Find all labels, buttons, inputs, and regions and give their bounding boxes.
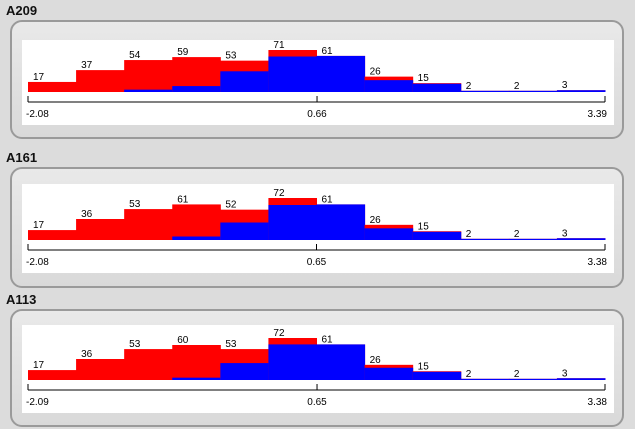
histogram-bar-a: [124, 60, 173, 92]
histogram-bar-a: [28, 230, 77, 240]
bar-count-label: 54: [129, 50, 141, 61]
histogram-bar-a: [124, 349, 173, 380]
histogram-bar-b: [412, 231, 462, 240]
histogram-bar-a: [76, 359, 125, 380]
histogram-bar-a: [172, 204, 221, 240]
bar-count-label: 26: [370, 215, 382, 226]
bar-count-label: 53: [225, 51, 237, 62]
x-tick-label: 3.38: [588, 397, 608, 408]
histogram-bar-b: [508, 90, 558, 92]
histogram-bar-b: [172, 86, 221, 92]
plot-area: 17 37 54 59 53 71 61 26 15 2 2 3 -2.08 0.66 3.39: [22, 40, 614, 125]
bar-count-label: 2: [514, 81, 520, 92]
histogram-bar-a: [28, 81, 77, 92]
panel-frame: 17 37 54 59 53 71 61 26 15 2 2 3 -2.08 0.66 3.39: [10, 20, 624, 139]
histogram-bar-b: [220, 363, 269, 380]
histogram-svg: 17 37 54 59 53 71 61 26 15 2 2 3 -2.08 0.66 3.39: [26, 40, 608, 120]
histogram-panel-2: A161 17 36 53 61 52 72 61 26 15 2 2 3 -2.08 0.65 3.38: [0, 150, 635, 290]
histogram-bar-b: [412, 83, 462, 92]
bar-count-label: 17: [33, 72, 45, 83]
histogram-bar-b: [172, 236, 221, 240]
histogram-bar-b: [268, 344, 317, 380]
histogram-bar-b: [412, 371, 462, 380]
bar-count-label: 37: [81, 60, 93, 71]
histogram-bar-b: [460, 378, 510, 380]
bar-count-label: 72: [273, 188, 285, 199]
histogram-bar-b: [316, 204, 366, 240]
histogram-bar-a: [76, 70, 125, 92]
histogram-bar-b: [220, 71, 269, 92]
bar-count-label: 26: [370, 67, 382, 78]
histogram-bar-a: [124, 209, 173, 240]
x-tick-label: 3.39: [588, 109, 608, 120]
plot-area: 17 36 53 61 52 72 61 26 15 2 2 3 -2.08 0.65 3.38: [22, 184, 614, 273]
x-tick-label: 0.65: [307, 257, 327, 268]
bar-count-label: 60: [177, 335, 189, 346]
panel-title: A113: [6, 292, 37, 307]
histogram-bar-b: [556, 378, 606, 380]
histogram-bar-b: [316, 55, 366, 92]
bar-count-label: 15: [418, 73, 430, 84]
bar-count-label: 53: [129, 199, 141, 210]
histogram-svg: 17 36 53 60 53 72 61 26 15 2 2 3 -2.09 0.65 3.38: [26, 328, 608, 408]
bar-count-label: 36: [81, 209, 93, 220]
bar-count-label: 17: [33, 360, 45, 371]
histogram-bar-b: [268, 56, 317, 92]
panel-frame: 17 36 53 61 52 72 61 26 15 2 2 3 -2.08 0.65 3.38: [10, 167, 624, 288]
histogram-bar-b: [364, 80, 414, 92]
histogram-panel-1: A209 17 37 54 59 53 71 61 26 15 2 2 3 -2.08 0.66 3.39: [0, 3, 635, 143]
histogram-svg: 17 36 53 61 52 72 61 26 15 2 2 3 -2.08 0.65 3.38: [26, 188, 608, 268]
bar-count-label: 3: [562, 228, 568, 239]
histogram-bar-a: [76, 219, 125, 240]
bar-count-label: 53: [129, 339, 141, 350]
x-tick-label: -2.08: [26, 257, 49, 268]
bar-count-label: 17: [33, 220, 45, 231]
histogram-bar-b: [460, 238, 510, 240]
histogram-bar-b: [172, 377, 221, 380]
histogram-bar-b: [364, 228, 414, 240]
bar-count-label: 15: [418, 361, 430, 372]
histogram-bar-b: [460, 90, 510, 92]
panel-title: A209: [6, 3, 38, 18]
bar-count-label: 2: [514, 229, 520, 240]
bar-count-label: 61: [322, 194, 334, 205]
bar-count-label: 2: [466, 369, 472, 380]
bar-count-label: 36: [81, 349, 93, 360]
bar-count-label: 2: [466, 81, 472, 92]
bar-count-label: 61: [177, 194, 189, 205]
bar-count-label: 2: [466, 229, 472, 240]
histogram-bar-b: [220, 222, 269, 240]
bar-count-label: 72: [273, 328, 285, 339]
bar-count-label: 61: [322, 46, 334, 57]
bar-count-label: 3: [562, 80, 568, 91]
histogram-bar-b: [316, 344, 366, 380]
x-tick-label: 3.38: [588, 257, 608, 268]
histogram-bar-b: [556, 90, 606, 92]
histogram-bar-a: [172, 345, 221, 380]
bar-count-label: 53: [225, 339, 237, 350]
bar-count-label: 59: [177, 47, 189, 58]
bar-count-label: 26: [370, 355, 382, 366]
panel-title: A161: [6, 150, 38, 165]
bar-count-label: 3: [562, 368, 568, 379]
x-tick-label: 0.65: [307, 397, 327, 408]
histogram-bar-b: [124, 89, 173, 92]
x-tick-label: -2.09: [26, 397, 49, 408]
histogram-bar-b: [364, 367, 414, 380]
histogram-bar-a: [28, 370, 77, 380]
bar-count-label: 15: [418, 221, 430, 232]
bar-count-label: 2: [514, 369, 520, 380]
histogram-bar-b: [508, 238, 558, 240]
histogram-bar-b: [268, 205, 317, 240]
plot-area: 17 36 53 60 53 72 61 26 15 2 2 3 -2.09 0.65 3.38: [22, 325, 614, 413]
x-tick-label: -2.08: [26, 109, 49, 120]
histogram-bar-b: [508, 378, 558, 380]
bar-count-label: 71: [273, 40, 285, 51]
panel-frame: 17 36 53 60 53 72 61 26 15 2 2 3 -2.09 0.65 3.38: [10, 309, 624, 427]
histogram-panel-3: A113 17 36 53 60 53 72 61 26 15 2 2 3 -2.09 0.65 3.38: [0, 292, 635, 429]
bar-count-label: 61: [322, 334, 334, 345]
x-tick-label: 0.66: [307, 109, 327, 120]
bar-count-label: 52: [225, 200, 237, 211]
histogram-bar-b: [556, 238, 606, 240]
